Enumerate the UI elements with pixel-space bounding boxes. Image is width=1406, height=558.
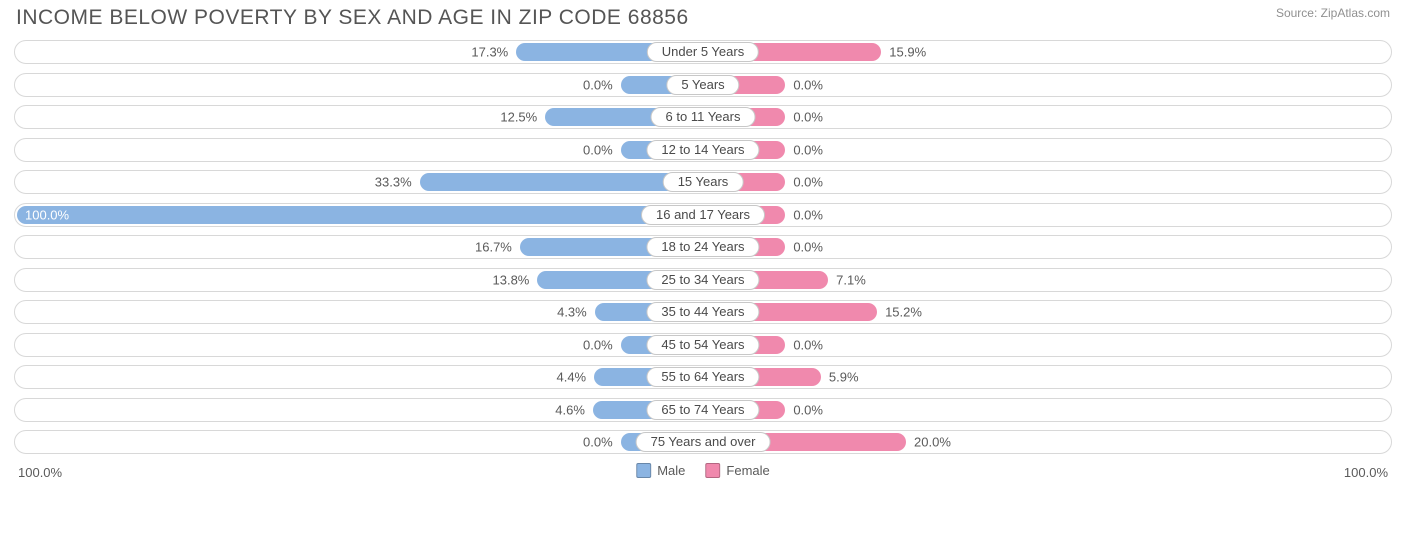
value-label-male: 33.3% — [375, 175, 412, 190]
category-label: 6 to 11 Years — [651, 107, 756, 127]
value-label-male: 0.0% — [583, 337, 613, 352]
value-label-female: 5.9% — [829, 370, 859, 385]
value-label-female: 0.0% — [793, 240, 823, 255]
value-label-female: 0.0% — [793, 337, 823, 352]
chart-row: 0.0% 0.0% 45 to 54 Years — [14, 333, 1392, 357]
value-label-male: 0.0% — [583, 77, 613, 92]
legend-swatch-male — [636, 463, 651, 478]
value-label-female: 15.2% — [885, 305, 922, 320]
bar-male — [17, 206, 703, 224]
category-label: 25 to 34 Years — [646, 270, 759, 290]
category-label: 5 Years — [666, 75, 739, 95]
chart-footer: 100.0% Male Female 100.0% — [0, 463, 1406, 495]
value-label-female: 0.0% — [793, 175, 823, 190]
value-label-female: 7.1% — [836, 272, 866, 287]
value-label-male: 4.4% — [556, 370, 586, 385]
bar-male — [420, 173, 703, 191]
value-label-male: 13.8% — [493, 272, 530, 287]
value-label-female: 0.0% — [793, 142, 823, 157]
value-label-female: 0.0% — [793, 110, 823, 125]
value-label-male: 0.0% — [583, 435, 613, 450]
category-label: 75 Years and over — [636, 432, 771, 452]
category-label: 45 to 54 Years — [646, 335, 759, 355]
legend-label-male: Male — [657, 463, 685, 478]
legend-item-male: Male — [636, 463, 685, 478]
chart-row: 13.8% 7.1% 25 to 34 Years — [14, 268, 1392, 292]
chart-title: INCOME BELOW POVERTY BY SEX AND AGE IN Z… — [16, 6, 689, 30]
category-label: 35 to 44 Years — [646, 302, 759, 322]
value-label-male: 100.0% — [25, 207, 69, 222]
value-label-male: 4.6% — [555, 402, 585, 417]
value-label-female: 15.9% — [889, 45, 926, 60]
chart-row: 0.0% 0.0% 5 Years — [14, 73, 1392, 97]
chart-source: Source: ZipAtlas.com — [1276, 6, 1390, 20]
axis-max-left: 100.0% — [18, 465, 62, 480]
category-label: Under 5 Years — [647, 42, 759, 62]
value-label-male: 17.3% — [471, 45, 508, 60]
chart-row: 16.7% 0.0% 18 to 24 Years — [14, 235, 1392, 259]
value-label-male: 12.5% — [500, 110, 537, 125]
value-label-male: 16.7% — [475, 240, 512, 255]
chart-row: 12.5% 0.0% 6 to 11 Years — [14, 105, 1392, 129]
value-label-female: 0.0% — [793, 207, 823, 222]
category-label: 16 and 17 Years — [641, 205, 765, 225]
axis-max-right: 100.0% — [1344, 465, 1388, 480]
legend-item-female: Female — [705, 463, 769, 478]
chart-header: INCOME BELOW POVERTY BY SEX AND AGE IN Z… — [0, 0, 1406, 40]
chart-row: 4.4% 5.9% 55 to 64 Years — [14, 365, 1392, 389]
legend: Male Female — [636, 463, 770, 478]
value-label-female: 20.0% — [914, 435, 951, 450]
chart-row: 100.0% 0.0% 16 and 17 Years — [14, 203, 1392, 227]
category-label: 65 to 74 Years — [646, 400, 759, 420]
category-label: 18 to 24 Years — [646, 237, 759, 257]
chart-row: 4.3% 15.2% 35 to 44 Years — [14, 300, 1392, 324]
value-label-female: 0.0% — [793, 77, 823, 92]
chart-row: 33.3% 0.0% 15 Years — [14, 170, 1392, 194]
chart-row: 17.3% 15.9% Under 5 Years — [14, 40, 1392, 64]
category-label: 55 to 64 Years — [646, 367, 759, 387]
chart-row: 0.0% 0.0% 12 to 14 Years — [14, 138, 1392, 162]
category-label: 12 to 14 Years — [646, 140, 759, 160]
chart-body: 17.3% 15.9% Under 5 Years 0.0% 0.0% 5 Years 12… — [0, 40, 1406, 454]
chart-row: 0.0% 20.0% 75 Years and over — [14, 430, 1392, 454]
legend-label-female: Female — [726, 463, 769, 478]
value-label-male: 0.0% — [583, 142, 613, 157]
value-label-male: 4.3% — [557, 305, 587, 320]
legend-swatch-female — [705, 463, 720, 478]
chart-row: 4.6% 0.0% 65 to 74 Years — [14, 398, 1392, 422]
category-label: 15 Years — [663, 172, 744, 192]
value-label-female: 0.0% — [793, 402, 823, 417]
